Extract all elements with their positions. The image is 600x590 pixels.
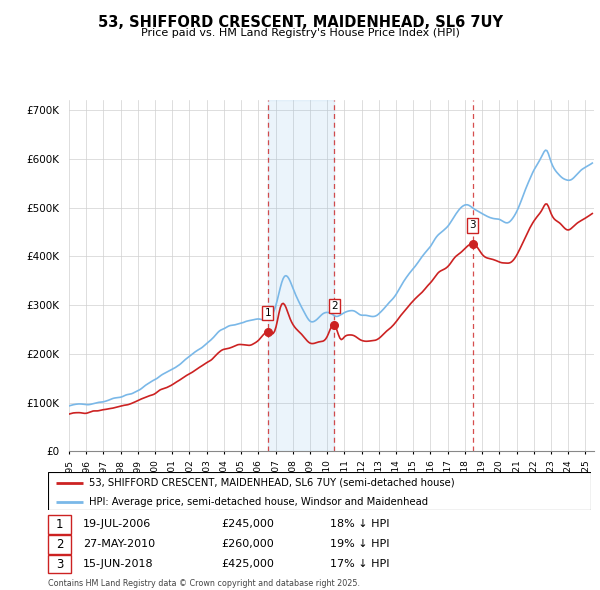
- Bar: [268, 100, 334, 451]
- Text: 19% ↓ HPI: 19% ↓ HPI: [331, 539, 390, 549]
- Text: £260,000: £260,000: [222, 539, 275, 549]
- Text: 19-JUL-2006: 19-JUL-2006: [83, 519, 152, 529]
- Text: 18% ↓ HPI: 18% ↓ HPI: [331, 519, 390, 529]
- Text: Contains HM Land Registry data © Crown copyright and database right 2025.
This d: Contains HM Land Registry data © Crown c…: [48, 579, 360, 590]
- Text: 3: 3: [56, 558, 63, 571]
- Text: 53, SHIFFORD CRESCENT, MAIDENHEAD, SL6 7UY (semi-detached house): 53, SHIFFORD CRESCENT, MAIDENHEAD, SL6 7…: [89, 478, 454, 488]
- Bar: [48, 515, 71, 534]
- Text: 27-MAY-2010: 27-MAY-2010: [83, 539, 155, 549]
- Text: 53, SHIFFORD CRESCENT, MAIDENHEAD, SL6 7UY: 53, SHIFFORD CRESCENT, MAIDENHEAD, SL6 7…: [97, 15, 503, 30]
- Text: Price paid vs. HM Land Registry's House Price Index (HPI): Price paid vs. HM Land Registry's House …: [140, 28, 460, 38]
- Text: £425,000: £425,000: [222, 559, 275, 569]
- Text: 2: 2: [331, 301, 338, 311]
- Bar: [48, 535, 71, 553]
- Bar: [48, 555, 71, 573]
- Text: HPI: Average price, semi-detached house, Windsor and Maidenhead: HPI: Average price, semi-detached house,…: [89, 497, 428, 507]
- Text: 15-JUN-2018: 15-JUN-2018: [83, 559, 154, 569]
- Text: 17% ↓ HPI: 17% ↓ HPI: [331, 559, 390, 569]
- Text: £245,000: £245,000: [222, 519, 275, 529]
- Text: 2: 2: [56, 537, 63, 551]
- Text: 1: 1: [56, 518, 63, 531]
- Text: 3: 3: [469, 221, 476, 231]
- Text: 1: 1: [265, 308, 271, 318]
